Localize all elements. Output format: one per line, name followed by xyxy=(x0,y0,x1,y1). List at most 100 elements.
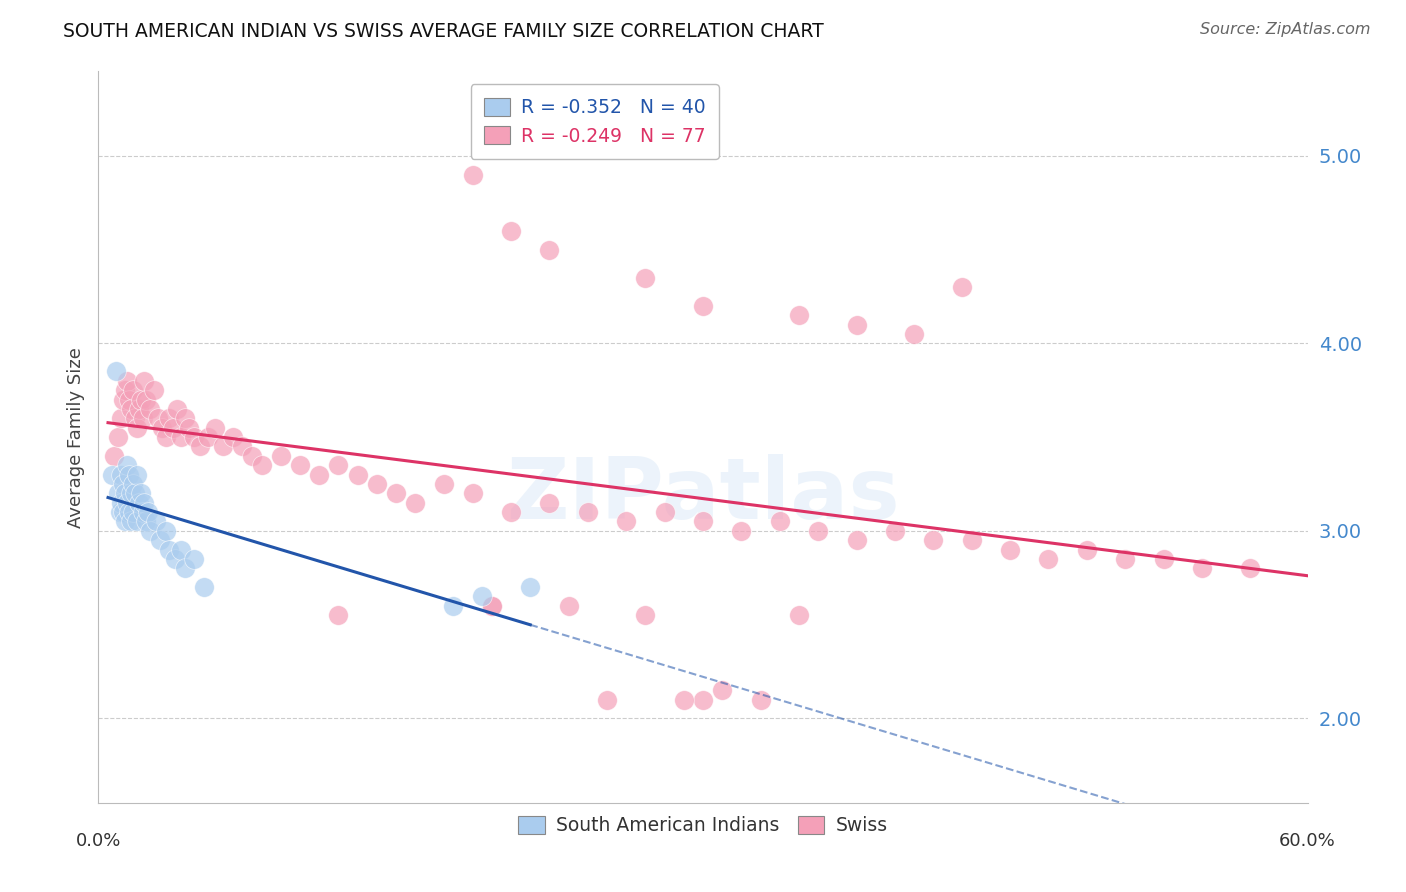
Point xyxy=(845,318,868,332)
Point xyxy=(177,420,200,434)
Point xyxy=(165,552,187,566)
Point xyxy=(519,580,541,594)
Point xyxy=(183,552,205,566)
Point xyxy=(433,477,456,491)
Text: 0.0%: 0.0% xyxy=(76,832,121,850)
Point xyxy=(692,515,714,529)
Point xyxy=(124,486,146,500)
Point xyxy=(110,496,132,510)
Point xyxy=(162,420,184,434)
Point xyxy=(122,383,145,397)
Point xyxy=(1191,561,1213,575)
Point xyxy=(204,420,226,434)
Point xyxy=(538,496,561,510)
Point xyxy=(499,224,522,238)
Point xyxy=(950,280,973,294)
Point xyxy=(634,270,657,285)
Point xyxy=(1153,552,1175,566)
Point xyxy=(328,608,350,623)
Point xyxy=(131,411,153,425)
Point xyxy=(481,599,503,613)
Point xyxy=(672,692,695,706)
Point xyxy=(122,477,145,491)
Point xyxy=(125,420,148,434)
Point xyxy=(107,486,129,500)
Point xyxy=(634,608,657,623)
Point xyxy=(159,542,181,557)
Point xyxy=(499,505,522,519)
Point xyxy=(576,505,599,519)
Point xyxy=(115,374,138,388)
Point xyxy=(1076,542,1098,557)
Point xyxy=(654,505,676,519)
Point xyxy=(471,590,494,604)
Point xyxy=(124,411,146,425)
Point xyxy=(481,599,503,613)
Point xyxy=(128,496,150,510)
Point xyxy=(443,599,465,613)
Text: SOUTH AMERICAN INDIAN VS SWISS AVERAGE FAMILY SIZE CORRELATION CHART: SOUTH AMERICAN INDIAN VS SWISS AVERAGE F… xyxy=(63,22,824,41)
Point xyxy=(903,326,925,341)
Point xyxy=(308,467,330,482)
Point xyxy=(134,496,156,510)
Point xyxy=(769,515,792,529)
Point xyxy=(112,505,135,519)
Point xyxy=(104,364,127,378)
Point xyxy=(150,420,173,434)
Point xyxy=(998,542,1021,557)
Point xyxy=(118,467,141,482)
Point xyxy=(711,683,734,698)
Point xyxy=(107,430,129,444)
Text: 60.0%: 60.0% xyxy=(1279,832,1336,850)
Point xyxy=(129,486,152,500)
Point xyxy=(114,383,136,397)
Legend: South American Indians, Swiss: South American Indians, Swiss xyxy=(509,806,897,845)
Point xyxy=(346,467,368,482)
Point xyxy=(845,533,868,548)
Point xyxy=(231,440,253,454)
Point xyxy=(136,505,159,519)
Point xyxy=(787,608,810,623)
Point xyxy=(197,430,219,444)
Point xyxy=(692,692,714,706)
Point xyxy=(110,411,132,425)
Point xyxy=(1038,552,1060,566)
Point xyxy=(143,383,166,397)
Point xyxy=(125,515,148,529)
Point xyxy=(114,486,136,500)
Point xyxy=(557,599,579,613)
Point xyxy=(328,458,350,473)
Point xyxy=(128,401,150,416)
Point xyxy=(596,692,619,706)
Point xyxy=(692,299,714,313)
Point xyxy=(155,524,177,538)
Point xyxy=(108,505,131,519)
Point xyxy=(749,692,772,706)
Point xyxy=(614,515,637,529)
Point xyxy=(115,496,138,510)
Point xyxy=(146,411,169,425)
Point xyxy=(131,505,153,519)
Point xyxy=(1114,552,1136,566)
Point xyxy=(120,486,142,500)
Point xyxy=(188,440,211,454)
Point xyxy=(183,430,205,444)
Point xyxy=(288,458,311,473)
Point xyxy=(101,467,124,482)
Point xyxy=(118,505,141,519)
Point xyxy=(730,524,752,538)
Point xyxy=(538,243,561,257)
Text: Source: ZipAtlas.com: Source: ZipAtlas.com xyxy=(1201,22,1371,37)
Point xyxy=(159,411,181,425)
Point xyxy=(240,449,263,463)
Point xyxy=(170,430,193,444)
Point xyxy=(222,430,245,444)
Point xyxy=(122,505,145,519)
Point xyxy=(112,392,135,407)
Point xyxy=(1239,561,1261,575)
Point xyxy=(166,401,188,416)
Point xyxy=(404,496,426,510)
Point xyxy=(173,411,195,425)
Point xyxy=(114,515,136,529)
Point xyxy=(212,440,235,454)
